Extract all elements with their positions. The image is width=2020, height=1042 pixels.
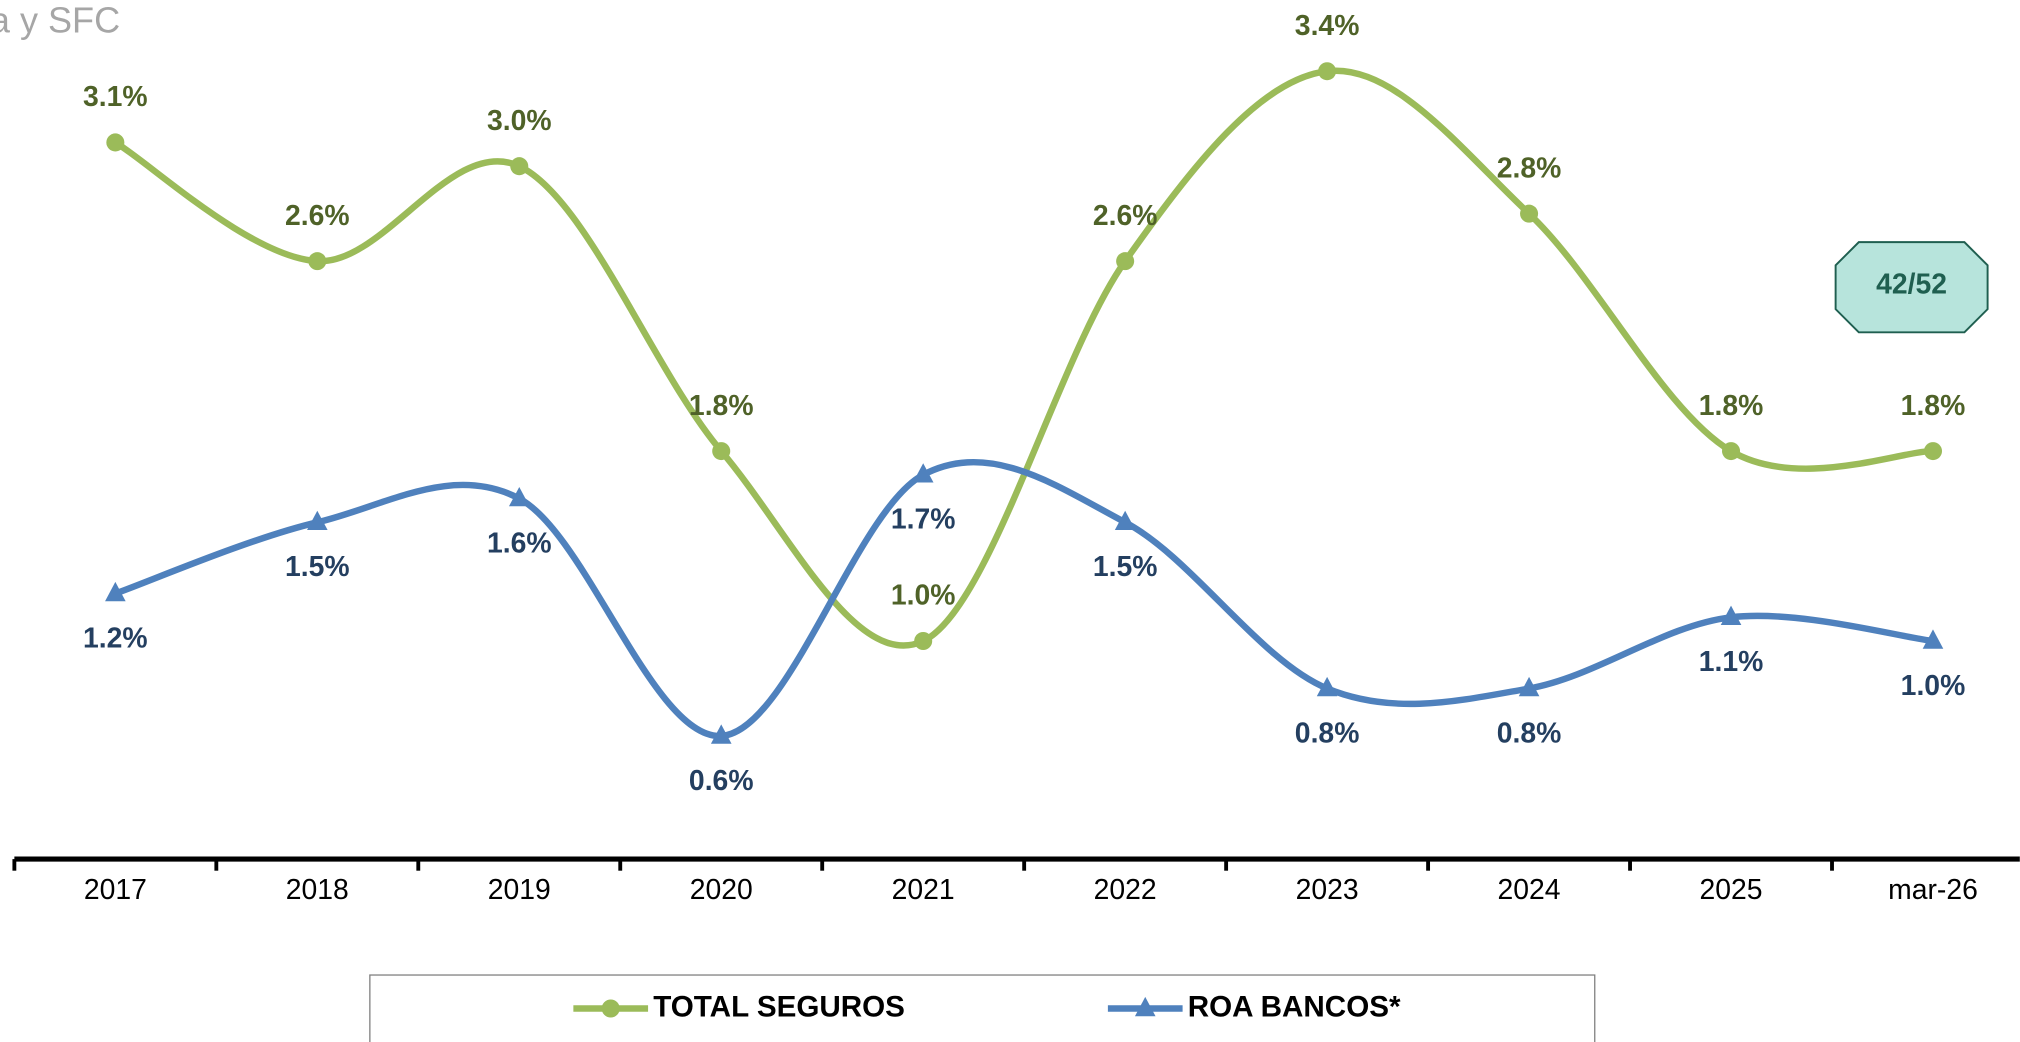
- value-label: 3.0%: [487, 105, 552, 137]
- value-label: 1.6%: [487, 527, 552, 559]
- legend-label: ROA BANCOS*: [1188, 990, 1401, 1023]
- marker: [1316, 676, 1338, 697]
- marker: [1722, 442, 1741, 461]
- x-tick-label: mar-26: [1888, 874, 1978, 906]
- value-label: 1.5%: [285, 551, 350, 583]
- annotation: 42/52: [1876, 268, 1947, 300]
- marker: [1134, 996, 1156, 1017]
- marker: [510, 157, 529, 176]
- legend-box: [369, 974, 1596, 1042]
- marker: [1116, 252, 1135, 271]
- marker: [710, 724, 732, 744]
- marker: [508, 486, 530, 507]
- marker: [1720, 605, 1742, 625]
- marker: [1923, 442, 1943, 461]
- value-label: 2.6%: [285, 200, 350, 232]
- marker: [106, 133, 125, 152]
- x-tick-label: 2019: [488, 874, 551, 906]
- marker: [1318, 62, 1337, 81]
- marker: [105, 581, 126, 602]
- value-label: 1.5%: [1093, 551, 1158, 583]
- x-tick-label: 2018: [286, 874, 349, 906]
- value-label: 1.2%: [83, 622, 148, 654]
- x-tick-label: 2022: [1094, 874, 1157, 906]
- value-label: 1.7%: [891, 504, 956, 536]
- marker: [308, 252, 327, 271]
- x-tick-label: 2024: [1498, 874, 1561, 906]
- value-label: 1.0%: [1901, 670, 1966, 702]
- series-line: [112, 458, 1937, 740]
- x-tick-label: 2023: [1296, 874, 1359, 906]
- value-label: 1.0%: [891, 580, 956, 612]
- value-label: 2.6%: [1093, 200, 1158, 232]
- annotation-box: [1834, 241, 1989, 334]
- value-label: 1.1%: [1699, 646, 1764, 678]
- marker: [307, 510, 328, 531]
- marker: [712, 442, 731, 461]
- value-label: 0.6%: [689, 765, 754, 797]
- source-text: a y SFC: [0, 0, 120, 41]
- x-tick-label: 2017: [84, 874, 147, 906]
- x-tick-label: 2021: [892, 874, 955, 906]
- marker: [1114, 510, 1136, 531]
- marker: [601, 999, 620, 1018]
- value-label: 3.1%: [83, 81, 148, 113]
- marker: [1922, 629, 1944, 649]
- marker: [1518, 676, 1540, 697]
- marker: [914, 631, 933, 651]
- x-tick-label: 2020: [690, 874, 753, 906]
- marker: [912, 463, 934, 483]
- legend-label: TOTAL SEGUROS: [653, 990, 905, 1023]
- value-label: 0.8%: [1295, 717, 1360, 749]
- series-line: [112, 67, 1937, 649]
- value-label: 1.8%: [689, 390, 754, 422]
- value-label: 3.4%: [1295, 10, 1360, 42]
- x-tick-label: 2025: [1700, 874, 1763, 906]
- marker: [1520, 204, 1539, 223]
- value-label: 1.8%: [1699, 390, 1764, 422]
- value-label: 2.8%: [1497, 152, 1562, 184]
- value-label: 1.8%: [1901, 390, 1966, 422]
- value-label: 0.8%: [1497, 717, 1562, 749]
